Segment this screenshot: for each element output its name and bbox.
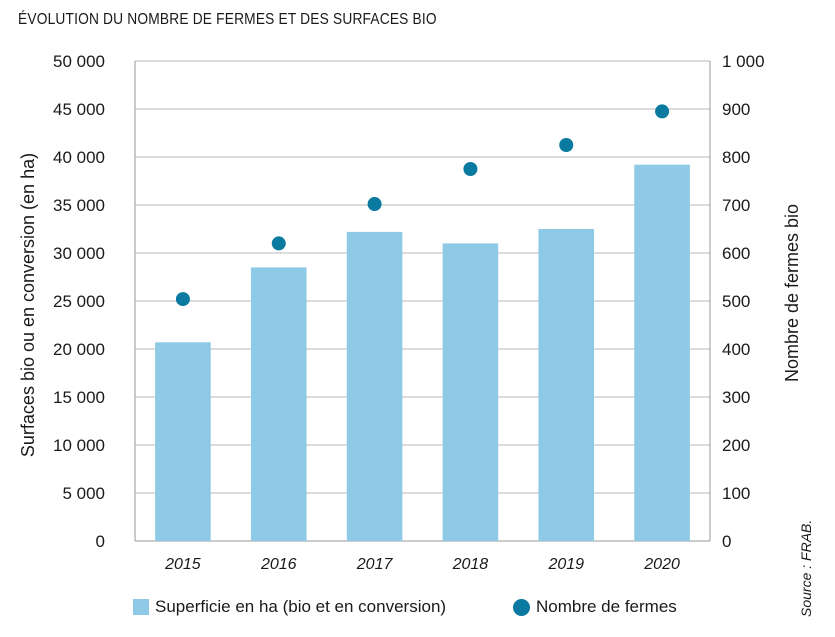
dot-2015	[175, 292, 190, 307]
y2-tick-label: 500	[722, 292, 750, 311]
y-tick-label: 50 000	[53, 52, 105, 71]
dot-2018	[463, 162, 478, 176]
y2-tick-label: 700	[722, 196, 750, 215]
bar-2019	[538, 229, 595, 541]
x-tick-label: 2018	[452, 556, 489, 573]
bar-2016	[250, 267, 307, 541]
y-tick-label: 0	[96, 532, 105, 551]
bar-2017	[346, 231, 403, 541]
y-tick-label: 35 000	[53, 196, 105, 215]
dot-2017	[367, 197, 382, 212]
y-tick-label: 5 000	[62, 484, 105, 503]
y2-tick-label: 300	[722, 388, 750, 407]
legend-dot-label: Nombre de fermes	[536, 597, 677, 616]
y-tick-label: 20 000	[53, 340, 105, 359]
y2-tick-label: 1 000	[722, 52, 765, 71]
legend-bar-label: Superficie en ha (bio et en conversion)	[155, 597, 447, 616]
dot-2016	[271, 236, 286, 251]
y2-tick-label: 100	[722, 484, 750, 503]
source-note: Source : FRAB.	[798, 519, 814, 617]
legend-bar-swatch	[133, 599, 149, 615]
bar-2020	[634, 164, 690, 541]
y2-tick-label: 900	[722, 100, 750, 119]
y2-tick-label: 400	[722, 340, 750, 359]
legend-dot: Nombre de fermes	[513, 596, 677, 618]
x-tick-label: 2020	[643, 556, 680, 573]
y2-tick-label: 200	[722, 436, 750, 455]
x-tick-label: 2017	[356, 556, 394, 573]
x-tick-label: 2015	[164, 556, 201, 573]
y2-tick-label: 0	[722, 532, 731, 551]
y2-axis-label: Nombre de fermes bio	[782, 204, 802, 382]
legend-dot-swatch	[513, 598, 530, 616]
x-tick-label: 2016	[260, 556, 297, 573]
y-tick-label: 30 000	[53, 244, 105, 263]
y-axis-label: Surfaces bio ou en conversion (en ha)	[18, 153, 38, 457]
y2-tick-label: 600	[722, 244, 750, 263]
dot-2019	[559, 138, 574, 152]
dot-2020	[655, 104, 670, 119]
y-tick-label: 15 000	[53, 388, 105, 407]
bar-2015	[155, 342, 211, 541]
y-tick-label: 10 000	[53, 436, 105, 455]
y-tick-label: 40 000	[53, 148, 105, 167]
bar-2018	[442, 243, 499, 541]
y-tick-label: 45 000	[53, 100, 105, 119]
y2-tick-label: 800	[722, 148, 750, 167]
chart-title: ÉVOLUTION DU NOMBRE DE FERMES ET DES SUR…	[18, 11, 437, 28]
legend-bar: Superficie en ha (bio et en conversion)	[133, 596, 446, 618]
x-tick-label: 2019	[547, 556, 584, 573]
y-tick-label: 25 000	[53, 292, 105, 311]
